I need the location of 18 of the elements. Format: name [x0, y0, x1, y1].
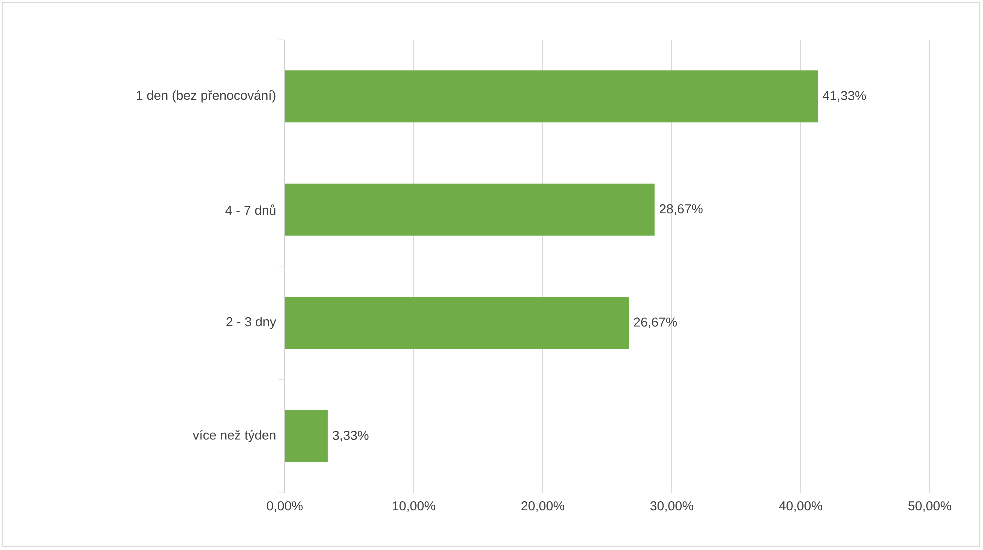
data-label: 41,33%: [822, 91, 866, 102]
x-tick-label: 50,00%: [908, 502, 952, 512]
x-tick-label: 10,00%: [393, 502, 436, 512]
x-tick-label: 40,00%: [779, 502, 823, 512]
y-tick-label: 2 - 3 dny: [226, 317, 276, 330]
bar: [285, 410, 328, 462]
bar: [285, 297, 630, 350]
x-tick-label: 20,00%: [522, 502, 565, 512]
y-tick-label: více než týden: [193, 430, 276, 442]
x-tick-label: 30,00%: [650, 502, 694, 512]
bar: [285, 70, 818, 123]
data-label: 26,67%: [634, 318, 678, 328]
data-label: 28,67%: [660, 204, 703, 216]
x-tick-label: 0,00%: [267, 502, 303, 512]
y-tick-label: 1 den (bez přenocování): [137, 90, 276, 103]
bar: [285, 184, 655, 236]
data-label: 3,33%: [332, 431, 369, 442]
y-tick-label: 4 - 7 dnů: [226, 204, 276, 216]
